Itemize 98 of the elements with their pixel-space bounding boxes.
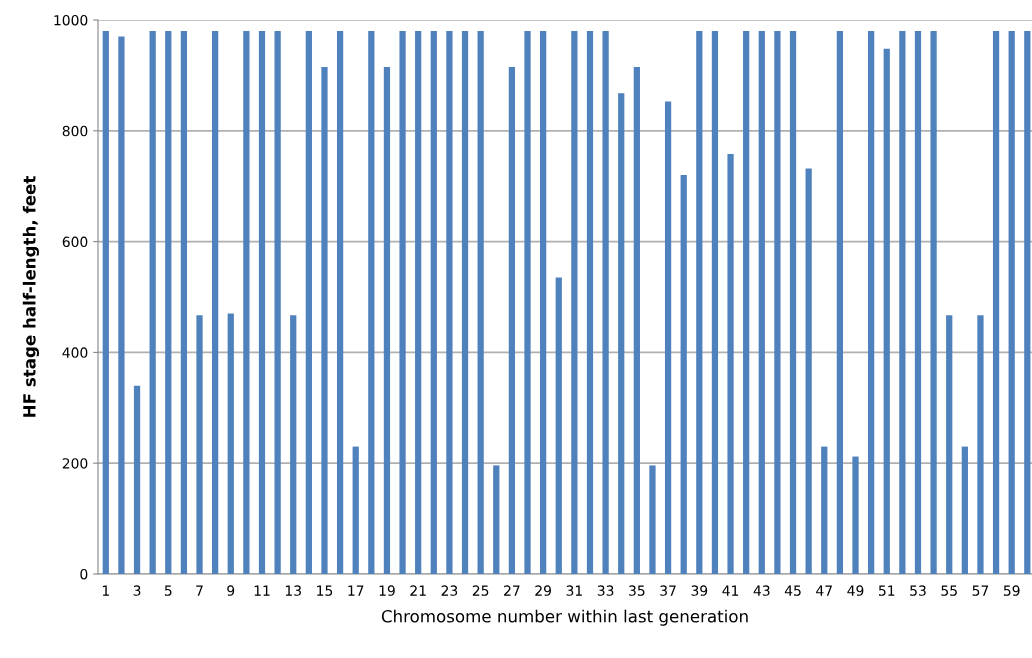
bar (618, 93, 625, 574)
bar (399, 31, 406, 574)
x-tick-label: 23 (441, 585, 458, 596)
bar (524, 31, 531, 574)
bar (586, 31, 594, 574)
x-tick-label: 29 (535, 585, 551, 596)
bar (196, 315, 203, 574)
x-tick-label: 57 (972, 585, 989, 596)
x-tick-label: 37 (660, 585, 676, 596)
x-tick-label: 15 (317, 585, 333, 596)
bar (930, 31, 937, 574)
bar (696, 31, 703, 574)
bar (555, 277, 562, 574)
y-tick-label: 1000 (54, 14, 88, 26)
bar (493, 465, 500, 574)
x-tick-label: 27 (504, 585, 520, 596)
bar (336, 31, 344, 574)
x-tick-label: 31 (566, 585, 582, 596)
bar (680, 175, 687, 574)
x-tick-label: 3 (133, 585, 141, 596)
x-tick-label: 49 (847, 585, 864, 596)
bar (321, 67, 328, 574)
x-tick-label: 1 (102, 585, 109, 596)
x-tick-label: 39 (691, 585, 708, 596)
bar (961, 446, 968, 574)
bar (430, 31, 437, 574)
bar (305, 31, 312, 574)
bar (602, 31, 609, 574)
bar (649, 465, 656, 574)
y-tick-label: 0 (80, 568, 88, 580)
x-tick-label: 9 (227, 585, 235, 596)
x-tick-label: 51 (878, 585, 895, 596)
y-tick-label: 400 (62, 347, 88, 358)
bar (946, 315, 953, 574)
bar (540, 31, 547, 574)
bar (102, 31, 109, 574)
bar (118, 36, 125, 574)
bar (180, 31, 188, 574)
x-tick-label: 45 (784, 585, 801, 596)
bar (446, 31, 453, 574)
bar (368, 31, 375, 574)
bar (805, 168, 812, 574)
bar (883, 48, 890, 574)
x-tick-label: 13 (285, 585, 301, 596)
x-tick-label: 47 (816, 585, 832, 596)
x-tick-label: 33 (597, 585, 614, 596)
bar (633, 67, 640, 574)
bar (290, 315, 297, 574)
y-tick-label: 200 (62, 458, 88, 469)
bar (133, 385, 141, 574)
bar (899, 31, 906, 574)
bar (383, 67, 391, 574)
bar (992, 31, 1000, 574)
bar (758, 31, 765, 574)
bar (774, 31, 781, 574)
bar (243, 31, 250, 574)
bar (477, 31, 484, 574)
bar (1008, 31, 1015, 574)
bar (914, 31, 922, 574)
y-tick-label: 800 (62, 125, 88, 137)
x-tick-label: 17 (348, 585, 364, 596)
x-tick-label: 5 (164, 585, 172, 596)
bar (743, 31, 750, 574)
bar (836, 31, 844, 574)
x-tick-label: 11 (254, 585, 270, 596)
bar (274, 31, 281, 574)
bar (711, 31, 719, 574)
bar (415, 31, 422, 574)
x-tick-label: 55 (941, 585, 957, 596)
bar (461, 31, 469, 574)
bar (727, 154, 734, 574)
x-tick-label: 19 (379, 585, 395, 596)
x-tick-label: 43 (753, 585, 770, 596)
x-tick-label: 35 (629, 585, 645, 596)
x-tick-label: 7 (196, 585, 203, 596)
bar (508, 67, 516, 574)
x-axis-title: Chromosome number within last generation (381, 609, 748, 626)
x-tick-label: 25 (472, 585, 489, 596)
bar (258, 31, 266, 574)
bar (821, 446, 828, 574)
x-tick-label: 21 (410, 585, 426, 596)
bar (212, 31, 219, 574)
bar (664, 101, 672, 574)
x-tick-label: 53 (910, 585, 926, 596)
bar (789, 31, 797, 574)
bar (868, 31, 875, 574)
y-axis-title: HF stage half-length, feet (22, 176, 40, 417)
bar (852, 456, 859, 574)
bar (149, 31, 156, 574)
x-tick-label: 59 (1003, 585, 1020, 596)
bar (1024, 31, 1031, 574)
y-tick-label: 600 (62, 236, 88, 248)
bar (352, 446, 359, 574)
bar (227, 313, 234, 574)
bar (977, 315, 984, 574)
bar (571, 31, 578, 574)
x-tick-label: 41 (722, 585, 739, 596)
bar (165, 31, 172, 574)
